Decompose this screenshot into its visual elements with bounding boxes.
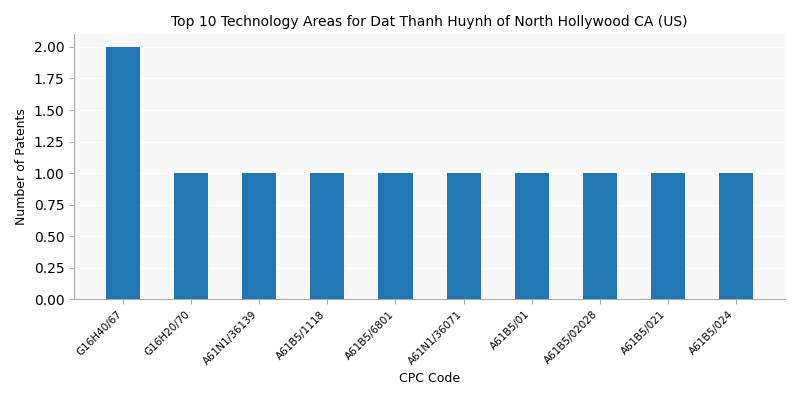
Bar bbox=[242, 173, 277, 299]
Bar bbox=[514, 173, 549, 299]
Bar bbox=[582, 173, 617, 299]
X-axis label: CPC Code: CPC Code bbox=[399, 372, 460, 385]
Bar bbox=[106, 47, 140, 299]
Title: Top 10 Technology Areas for Dat Thanh Huynh of North Hollywood CA (US): Top 10 Technology Areas for Dat Thanh Hu… bbox=[171, 15, 688, 29]
Bar bbox=[650, 173, 685, 299]
Bar bbox=[446, 173, 481, 299]
Bar bbox=[174, 173, 208, 299]
Y-axis label: Number of Patents: Number of Patents bbox=[15, 108, 28, 225]
Bar bbox=[310, 173, 345, 299]
Bar bbox=[378, 173, 413, 299]
Bar bbox=[718, 173, 753, 299]
